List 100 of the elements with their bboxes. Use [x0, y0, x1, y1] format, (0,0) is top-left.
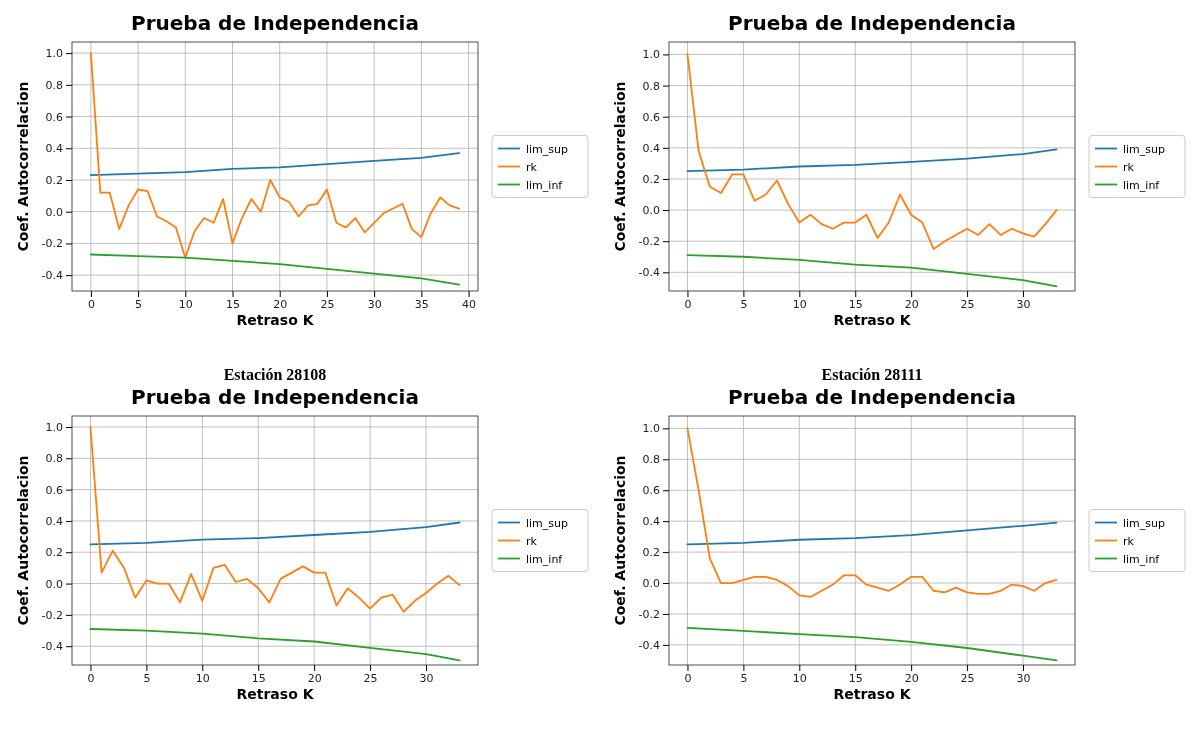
x-axis-title: Retraso K	[236, 312, 315, 328]
chart-title: Prueba de Independencia	[131, 11, 419, 35]
text: Estación 28108	[223, 366, 327, 383]
text: Estación 28111	[821, 366, 923, 383]
y-tick-label: -0.4	[638, 638, 660, 652]
line-series	[89, 521, 461, 546]
x-tick-label: 30	[419, 671, 434, 685]
y-tick-label: 1.0	[642, 422, 660, 436]
line-series	[89, 426, 461, 613]
y-tick-label: -0.2	[41, 608, 63, 622]
y-tick-label: 0.8	[642, 453, 660, 467]
line-series	[89, 628, 461, 662]
y-axis-title: Coef. Autocorrelacion	[612, 455, 628, 626]
y-tick-label: -0.4	[41, 640, 63, 654]
y-tick-label: 1.0	[642, 48, 660, 62]
y-tick-label: -0.2	[638, 607, 660, 621]
x-tick-label: 0	[684, 297, 692, 311]
legend-label: rk	[526, 160, 538, 174]
y-tick-label: 0.8	[45, 78, 63, 92]
y-axis-title: Coef. Autocorrelacion	[15, 81, 31, 252]
x-axis-title: Retraso K	[833, 686, 912, 702]
legend-label: lim_sup	[1123, 142, 1166, 156]
y-tick-label: 1.0	[45, 420, 63, 434]
x-tick-label: 0	[87, 297, 95, 311]
x-tick-label: 25	[320, 297, 335, 311]
x-tick-label: 20	[273, 297, 288, 311]
x-tick-label: 15	[251, 671, 266, 685]
y-tick-label: 0.4	[642, 141, 660, 155]
y-tick-label: 0.8	[642, 79, 660, 93]
x-tick-label: 5	[143, 671, 151, 685]
legend-label: rk	[526, 534, 538, 548]
legend-label: lim_inf	[1123, 178, 1161, 192]
y-axis-title: Coef. Autocorrelacion	[15, 455, 31, 626]
chart-title: Prueba de Independencia	[131, 385, 419, 409]
x-tick-label: 30	[1016, 671, 1031, 685]
line-series	[686, 148, 1058, 173]
y-tick-label: 0.4	[642, 515, 660, 529]
line-series	[686, 521, 1058, 546]
y-tick-label: 0.6	[642, 110, 660, 124]
y-tick-label: 1.0	[45, 47, 63, 61]
x-tick-label: 5	[740, 671, 748, 685]
x-tick-label: 5	[135, 297, 143, 311]
x-tick-label: 15	[226, 297, 241, 311]
chart-title: Prueba de Independencia	[728, 11, 1016, 35]
x-tick-label: 15	[848, 297, 863, 311]
x-tick-label: 30	[1016, 297, 1031, 311]
line-series	[686, 254, 1058, 288]
legend-label: lim_sup	[1123, 516, 1166, 530]
y-tick-label: 0.0	[642, 577, 660, 591]
legend-label: lim_inf	[526, 552, 564, 566]
x-tick-label: 10	[178, 297, 193, 311]
x-tick-label: 40	[462, 297, 477, 311]
y-tick-label: 0.6	[45, 483, 63, 497]
y-tick-label: 0.0	[45, 577, 63, 591]
y-tick-label: 0.2	[45, 174, 63, 187]
y-tick-label: 0.6	[45, 110, 63, 124]
line-series	[686, 427, 1058, 598]
x-tick-label: 20	[307, 671, 322, 685]
line-series	[89, 52, 461, 259]
y-tick-label: 0.4	[45, 514, 63, 528]
legend-label: lim_sup	[526, 516, 569, 530]
line-series	[686, 626, 1058, 662]
x-tick-label: 25	[960, 297, 975, 311]
y-tick-label: -0.2	[41, 237, 63, 251]
x-tick-label: 10	[792, 297, 807, 311]
x-tick-label: 15	[848, 671, 863, 685]
y-tick-label: 0.0	[642, 204, 660, 218]
legend-label: lim_sup	[526, 142, 569, 156]
y-tick-label: 0.2	[45, 546, 63, 560]
chart-title: Prueba de Independencia	[728, 385, 1016, 409]
line-series	[89, 152, 461, 177]
legend-label: rk	[1123, 160, 1135, 174]
y-tick-label: -0.4	[638, 266, 660, 280]
x-tick-label: 35	[414, 297, 429, 311]
x-tick-label: 25	[960, 671, 975, 685]
line-series	[686, 53, 1058, 250]
y-tick-label: 0.4	[45, 142, 63, 156]
x-tick-label: 25	[363, 671, 378, 685]
y-tick-label: 0.6	[642, 484, 660, 498]
x-tick-label: 30	[367, 297, 382, 311]
x-axis-title: Retraso K	[833, 312, 912, 328]
line-series	[89, 253, 461, 286]
y-tick-label: 0.2	[642, 546, 660, 560]
x-axis-title: Retraso K	[236, 686, 315, 702]
legend-label: lim_inf	[526, 178, 564, 192]
x-tick-label: 20	[904, 671, 919, 685]
x-tick-label: 10	[792, 671, 807, 685]
x-tick-label: 10	[195, 671, 210, 685]
x-tick-label: 0	[684, 671, 692, 685]
y-tick-label: -0.4	[41, 269, 63, 283]
y-axis-title: Coef. Autocorrelacion	[612, 81, 628, 252]
x-tick-label: 5	[740, 297, 748, 311]
legend-label: lim_inf	[1123, 552, 1161, 566]
y-tick-label: -0.2	[638, 235, 660, 249]
y-tick-label: 0.2	[642, 172, 660, 186]
x-tick-label: 0	[87, 671, 95, 685]
legend-label: rk	[1123, 534, 1135, 548]
y-tick-label: 0.8	[45, 452, 63, 466]
y-tick-label: 0.0	[45, 205, 63, 219]
x-tick-label: 20	[904, 297, 919, 311]
